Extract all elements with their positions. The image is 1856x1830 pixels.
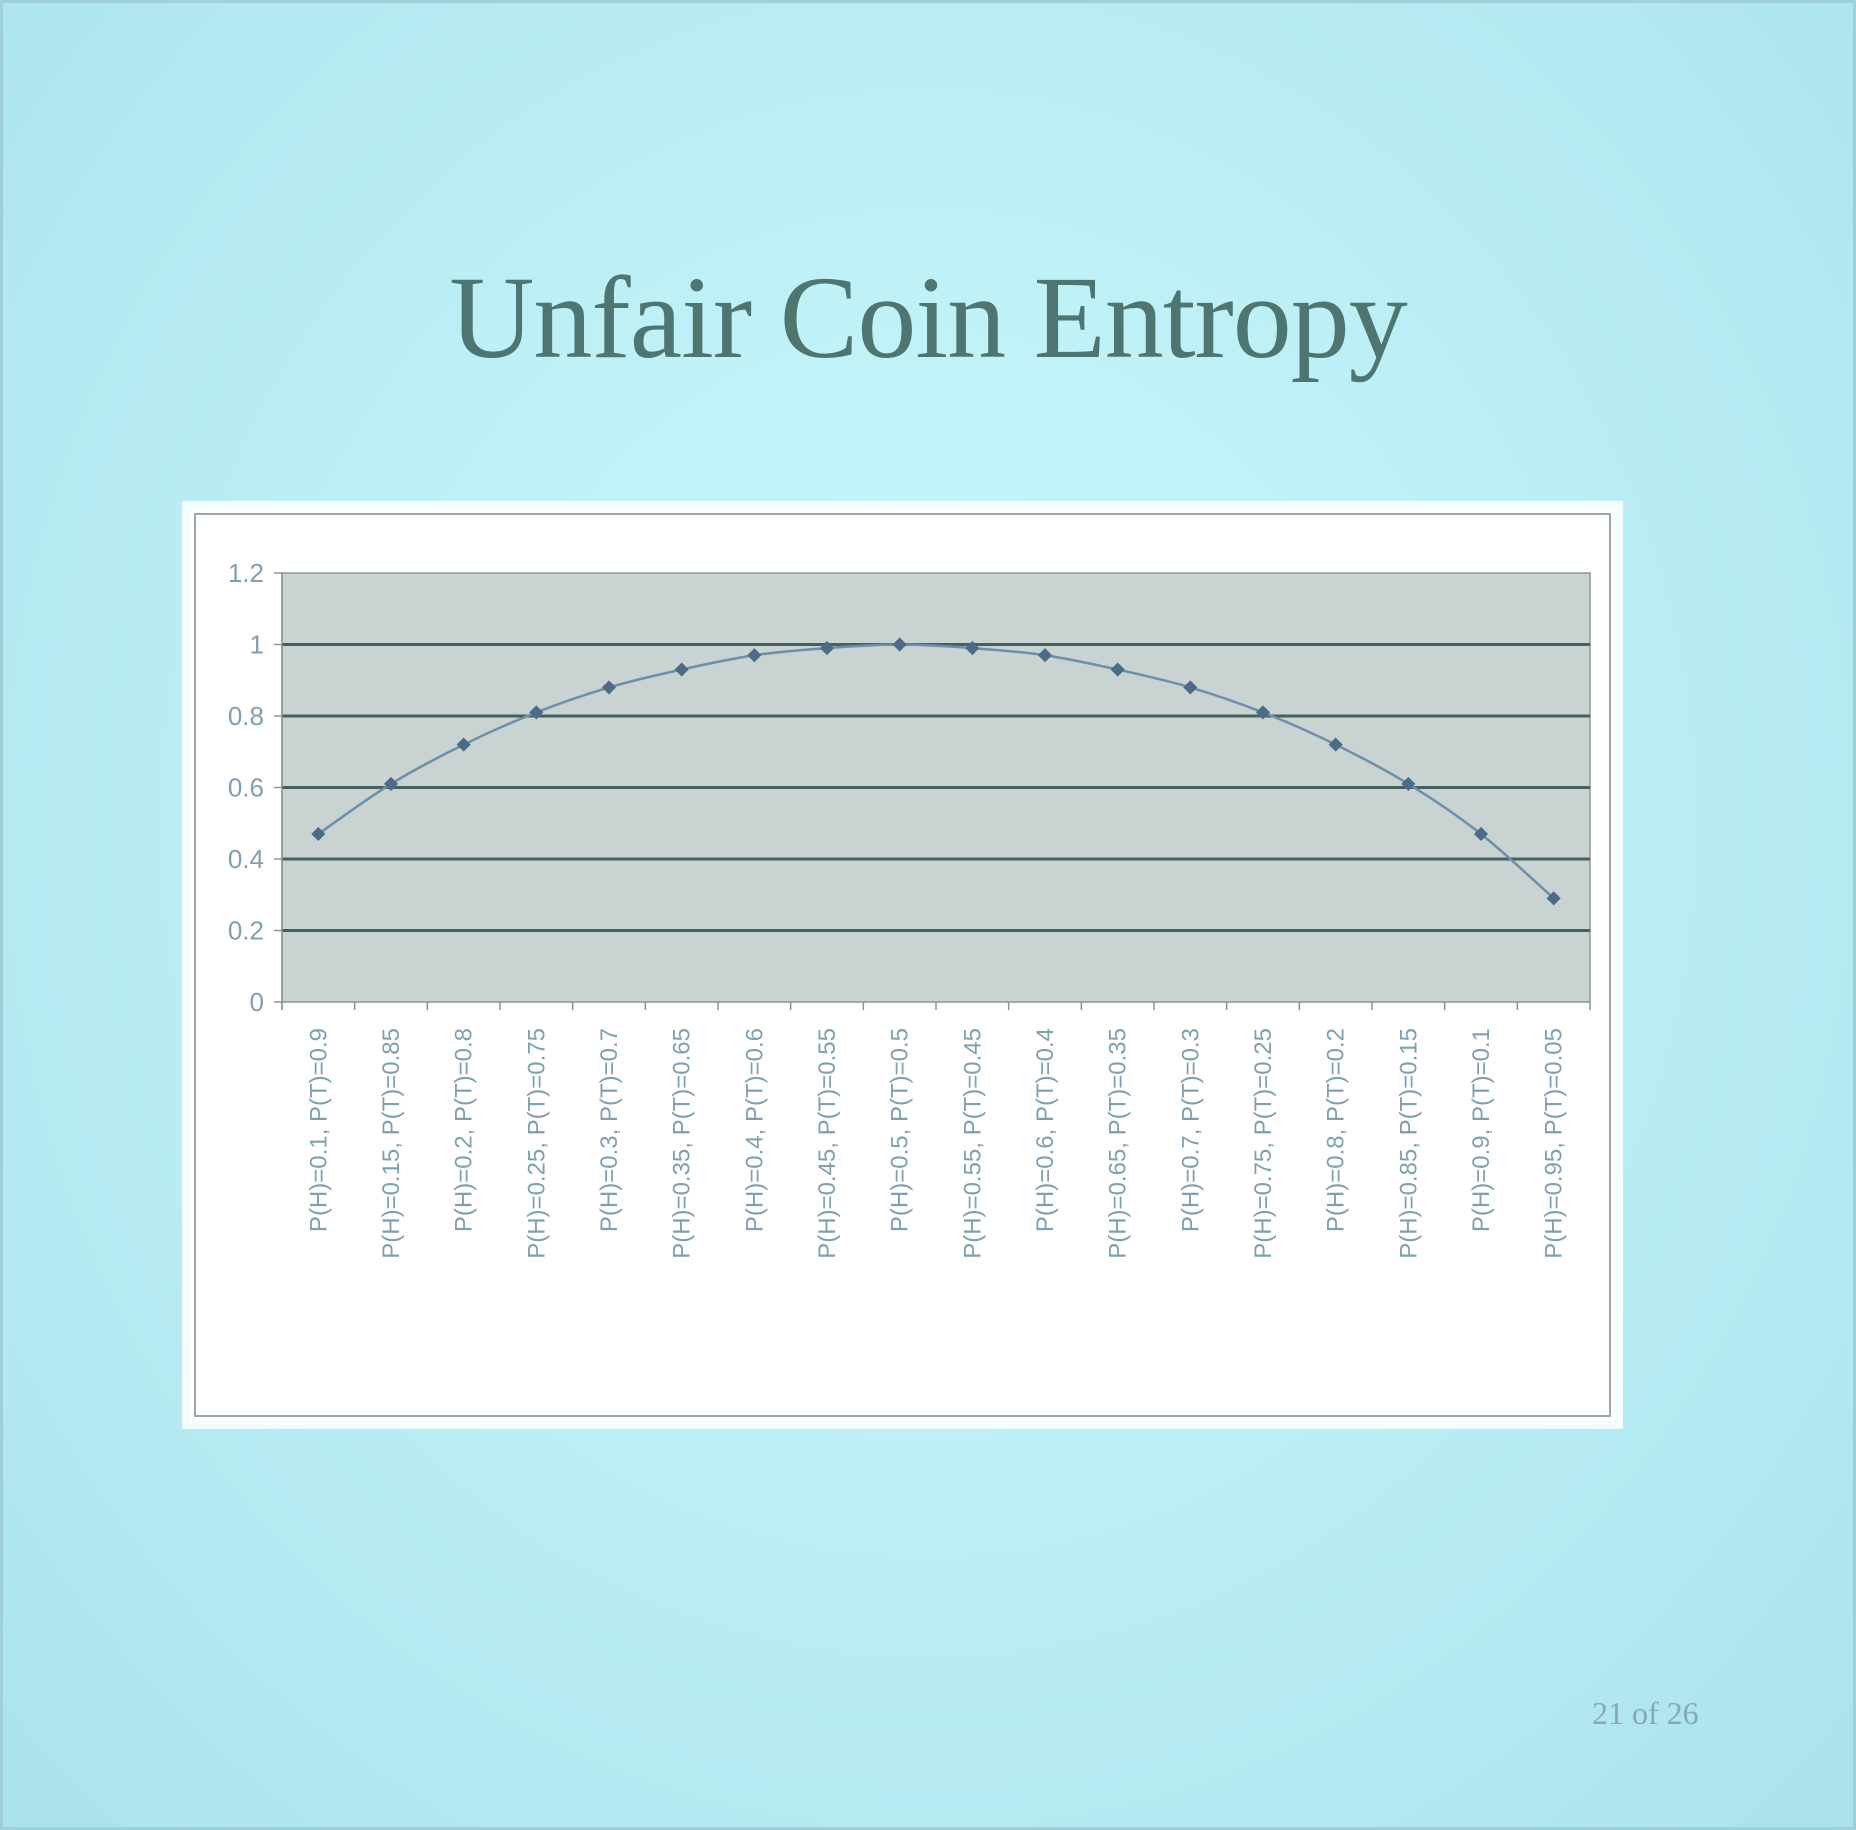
x-tick-label: P(H)=0.7, P(T)=0.3 (1177, 1028, 1204, 1232)
data-point (1037, 648, 1053, 663)
data-point (1473, 826, 1489, 842)
x-tick-label: P(H)=0.1, P(T)=0.9 (305, 1028, 332, 1232)
x-tick-label: P(H)=0.85, P(T)=0.15 (1395, 1028, 1422, 1259)
data-point (1401, 776, 1416, 791)
data-point (965, 641, 980, 656)
y-tick-label: 1 (250, 630, 264, 660)
x-tick-label: P(H)=0.9, P(T)=0.1 (1468, 1028, 1495, 1232)
data-point (456, 737, 471, 752)
chart-border (194, 513, 1611, 1417)
x-tick-label: P(H)=0.95, P(T)=0.05 (1541, 1028, 1568, 1259)
data-point (1328, 737, 1343, 752)
data-point (1255, 705, 1271, 720)
y-tick-label: 0.8 (228, 701, 264, 731)
y-tick-label: 0 (250, 987, 264, 1017)
x-tick-label: P(H)=0.45, P(T)=0.55 (814, 1028, 841, 1259)
entropy-chart: 0 0.2 0.4 0.6 0.8 1 1.2 P(H)=0.1, P(T)=0.9 P(H)=… (194, 513, 1611, 1417)
x-tick-label: P(H)=0.25, P(T)=0.75 (523, 1028, 550, 1259)
x-tick-label: P(H)=0.8, P(T)=0.2 (1323, 1028, 1350, 1232)
y-tick-label: 1.2 (228, 558, 264, 588)
x-tick-label: P(H)=0.75, P(T)=0.25 (1250, 1028, 1277, 1259)
data-point (601, 680, 617, 695)
x-tick-label: P(H)=0.65, P(T)=0.35 (1105, 1028, 1132, 1259)
data-point (819, 641, 835, 656)
x-tick-label: P(H)=0.2, P(T)=0.8 (451, 1028, 478, 1232)
chart-frame: 0 0.2 0.4 0.6 0.8 1 1.2 P(H)=0.1, P(T)=0.9 P(H)=… (190, 509, 1615, 1421)
y-tick-label: 0.4 (228, 844, 264, 874)
x-tick-label: P(H)=0.55, P(T)=0.45 (959, 1028, 986, 1259)
series-line (317, 643, 1555, 900)
x-tick-label: P(H)=0.4, P(T)=0.6 (741, 1028, 768, 1232)
data-point (383, 776, 399, 791)
data-point (1546, 891, 1561, 906)
slide-title: Unfair Coin Entropy (449, 252, 1408, 383)
x-tick-label: P(H)=0.5, P(T)=0.5 (887, 1028, 914, 1232)
data-point (747, 648, 762, 663)
x-tick-label: P(H)=0.6, P(T)=0.4 (1032, 1028, 1059, 1232)
y-tick-label: 0.6 (228, 773, 264, 803)
x-tick-label: P(H)=0.15, P(T)=0.85 (378, 1028, 405, 1259)
data-point (892, 637, 907, 652)
y-tick-label: 0.2 (228, 916, 264, 946)
slide-number: 21 of 26 (1592, 1695, 1699, 1731)
x-tick-label: P(H)=0.35, P(T)=0.65 (669, 1028, 696, 1259)
x-tick-label: P(H)=0.3, P(T)=0.7 (596, 1028, 623, 1232)
